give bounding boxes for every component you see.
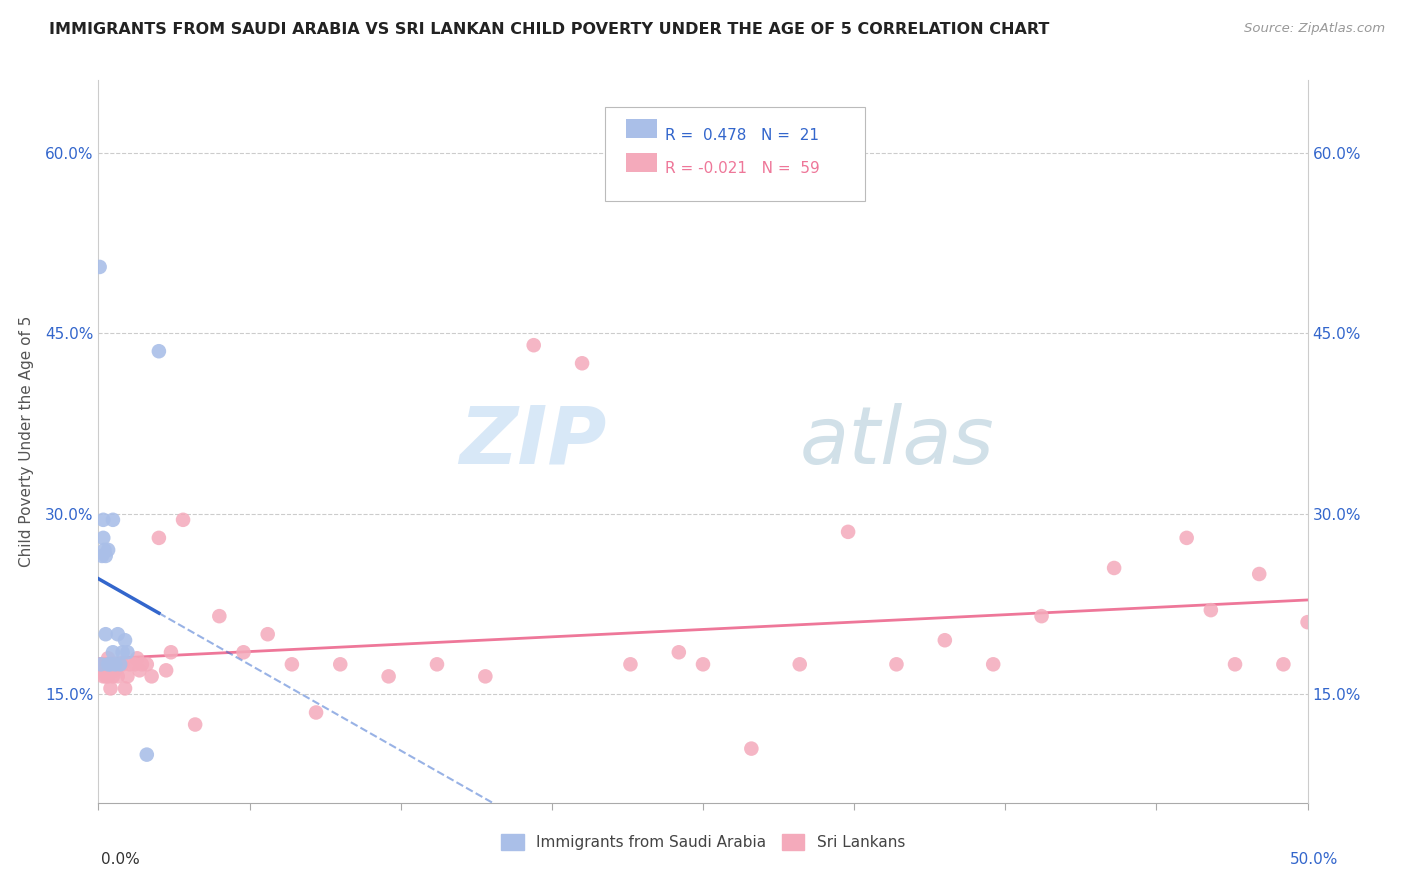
Point — [104, 664, 127, 678]
Text: atlas: atlas — [800, 402, 994, 481]
Point — [305, 706, 328, 720]
Point — [93, 542, 115, 557]
Point — [329, 657, 352, 672]
Point — [668, 645, 690, 659]
Point — [117, 645, 139, 659]
Point — [91, 531, 114, 545]
Point — [101, 669, 124, 683]
Point — [148, 531, 170, 545]
Point — [740, 741, 762, 756]
Point — [104, 657, 127, 672]
Point — [94, 669, 117, 683]
Point — [90, 657, 112, 672]
Text: R =  0.478   N =  21: R = 0.478 N = 21 — [665, 128, 820, 143]
Point — [97, 657, 120, 672]
Point — [94, 627, 117, 641]
Point — [281, 657, 304, 672]
Legend: Immigrants from Saudi Arabia, Sri Lankans: Immigrants from Saudi Arabia, Sri Lankan… — [495, 829, 911, 856]
Point — [114, 681, 136, 696]
Point — [131, 657, 153, 672]
Point — [101, 657, 124, 672]
Point — [571, 356, 593, 370]
Point — [256, 627, 278, 641]
Point — [426, 657, 449, 672]
Point — [1223, 657, 1246, 672]
Point — [100, 681, 122, 696]
Point — [118, 657, 141, 672]
Point — [91, 549, 114, 563]
Point — [1175, 531, 1198, 545]
Point — [107, 669, 129, 683]
Point — [155, 664, 177, 678]
Point — [135, 747, 157, 762]
Point — [89, 260, 111, 274]
Point — [101, 513, 124, 527]
Point — [114, 633, 136, 648]
Text: IMMIGRANTS FROM SAUDI ARABIA VS SRI LANKAN CHILD POVERTY UNDER THE AGE OF 5 CORR: IMMIGRANTS FROM SAUDI ARABIA VS SRI LANK… — [49, 22, 1050, 37]
Point — [523, 338, 546, 352]
Text: R = -0.021   N =  59: R = -0.021 N = 59 — [665, 161, 820, 177]
Point — [377, 669, 399, 683]
Text: 0.0%: 0.0% — [101, 852, 141, 867]
Point — [97, 669, 120, 683]
Point — [94, 549, 117, 563]
Point — [90, 657, 112, 672]
Point — [692, 657, 714, 672]
Point — [124, 657, 146, 672]
Point — [981, 657, 1004, 672]
Point — [94, 657, 117, 672]
Point — [111, 645, 134, 659]
Point — [91, 657, 114, 672]
Point — [108, 657, 131, 672]
Point — [1199, 603, 1222, 617]
Point — [100, 664, 122, 678]
Point — [184, 717, 207, 731]
Point — [104, 657, 127, 672]
Point — [160, 645, 183, 659]
Point — [111, 657, 134, 672]
Y-axis label: Child Poverty Under the Age of 5: Child Poverty Under the Age of 5 — [18, 316, 34, 567]
Point — [148, 344, 170, 359]
Point — [886, 657, 908, 672]
Text: 50.0%: 50.0% — [1291, 852, 1339, 867]
Point — [474, 669, 496, 683]
Point — [837, 524, 859, 539]
Point — [107, 627, 129, 641]
Point — [108, 657, 131, 672]
Point — [127, 651, 149, 665]
Text: Source: ZipAtlas.com: Source: ZipAtlas.com — [1244, 22, 1385, 36]
Point — [1272, 657, 1295, 672]
Point — [91, 669, 114, 683]
Point — [619, 657, 641, 672]
Point — [91, 513, 114, 527]
Point — [1102, 561, 1125, 575]
Point — [97, 651, 120, 665]
Point — [90, 664, 112, 678]
Point — [1296, 615, 1319, 630]
Point — [101, 645, 124, 659]
Point — [141, 669, 163, 683]
Point — [135, 657, 157, 672]
Point — [789, 657, 811, 672]
Point — [172, 513, 194, 527]
Point — [1031, 609, 1053, 624]
Point — [1249, 567, 1271, 582]
Point — [97, 542, 120, 557]
Point — [100, 657, 122, 672]
Point — [934, 633, 956, 648]
Point — [128, 664, 150, 678]
Point — [117, 669, 139, 683]
Text: ZIP: ZIP — [458, 402, 606, 481]
Point — [208, 609, 231, 624]
Point — [232, 645, 254, 659]
